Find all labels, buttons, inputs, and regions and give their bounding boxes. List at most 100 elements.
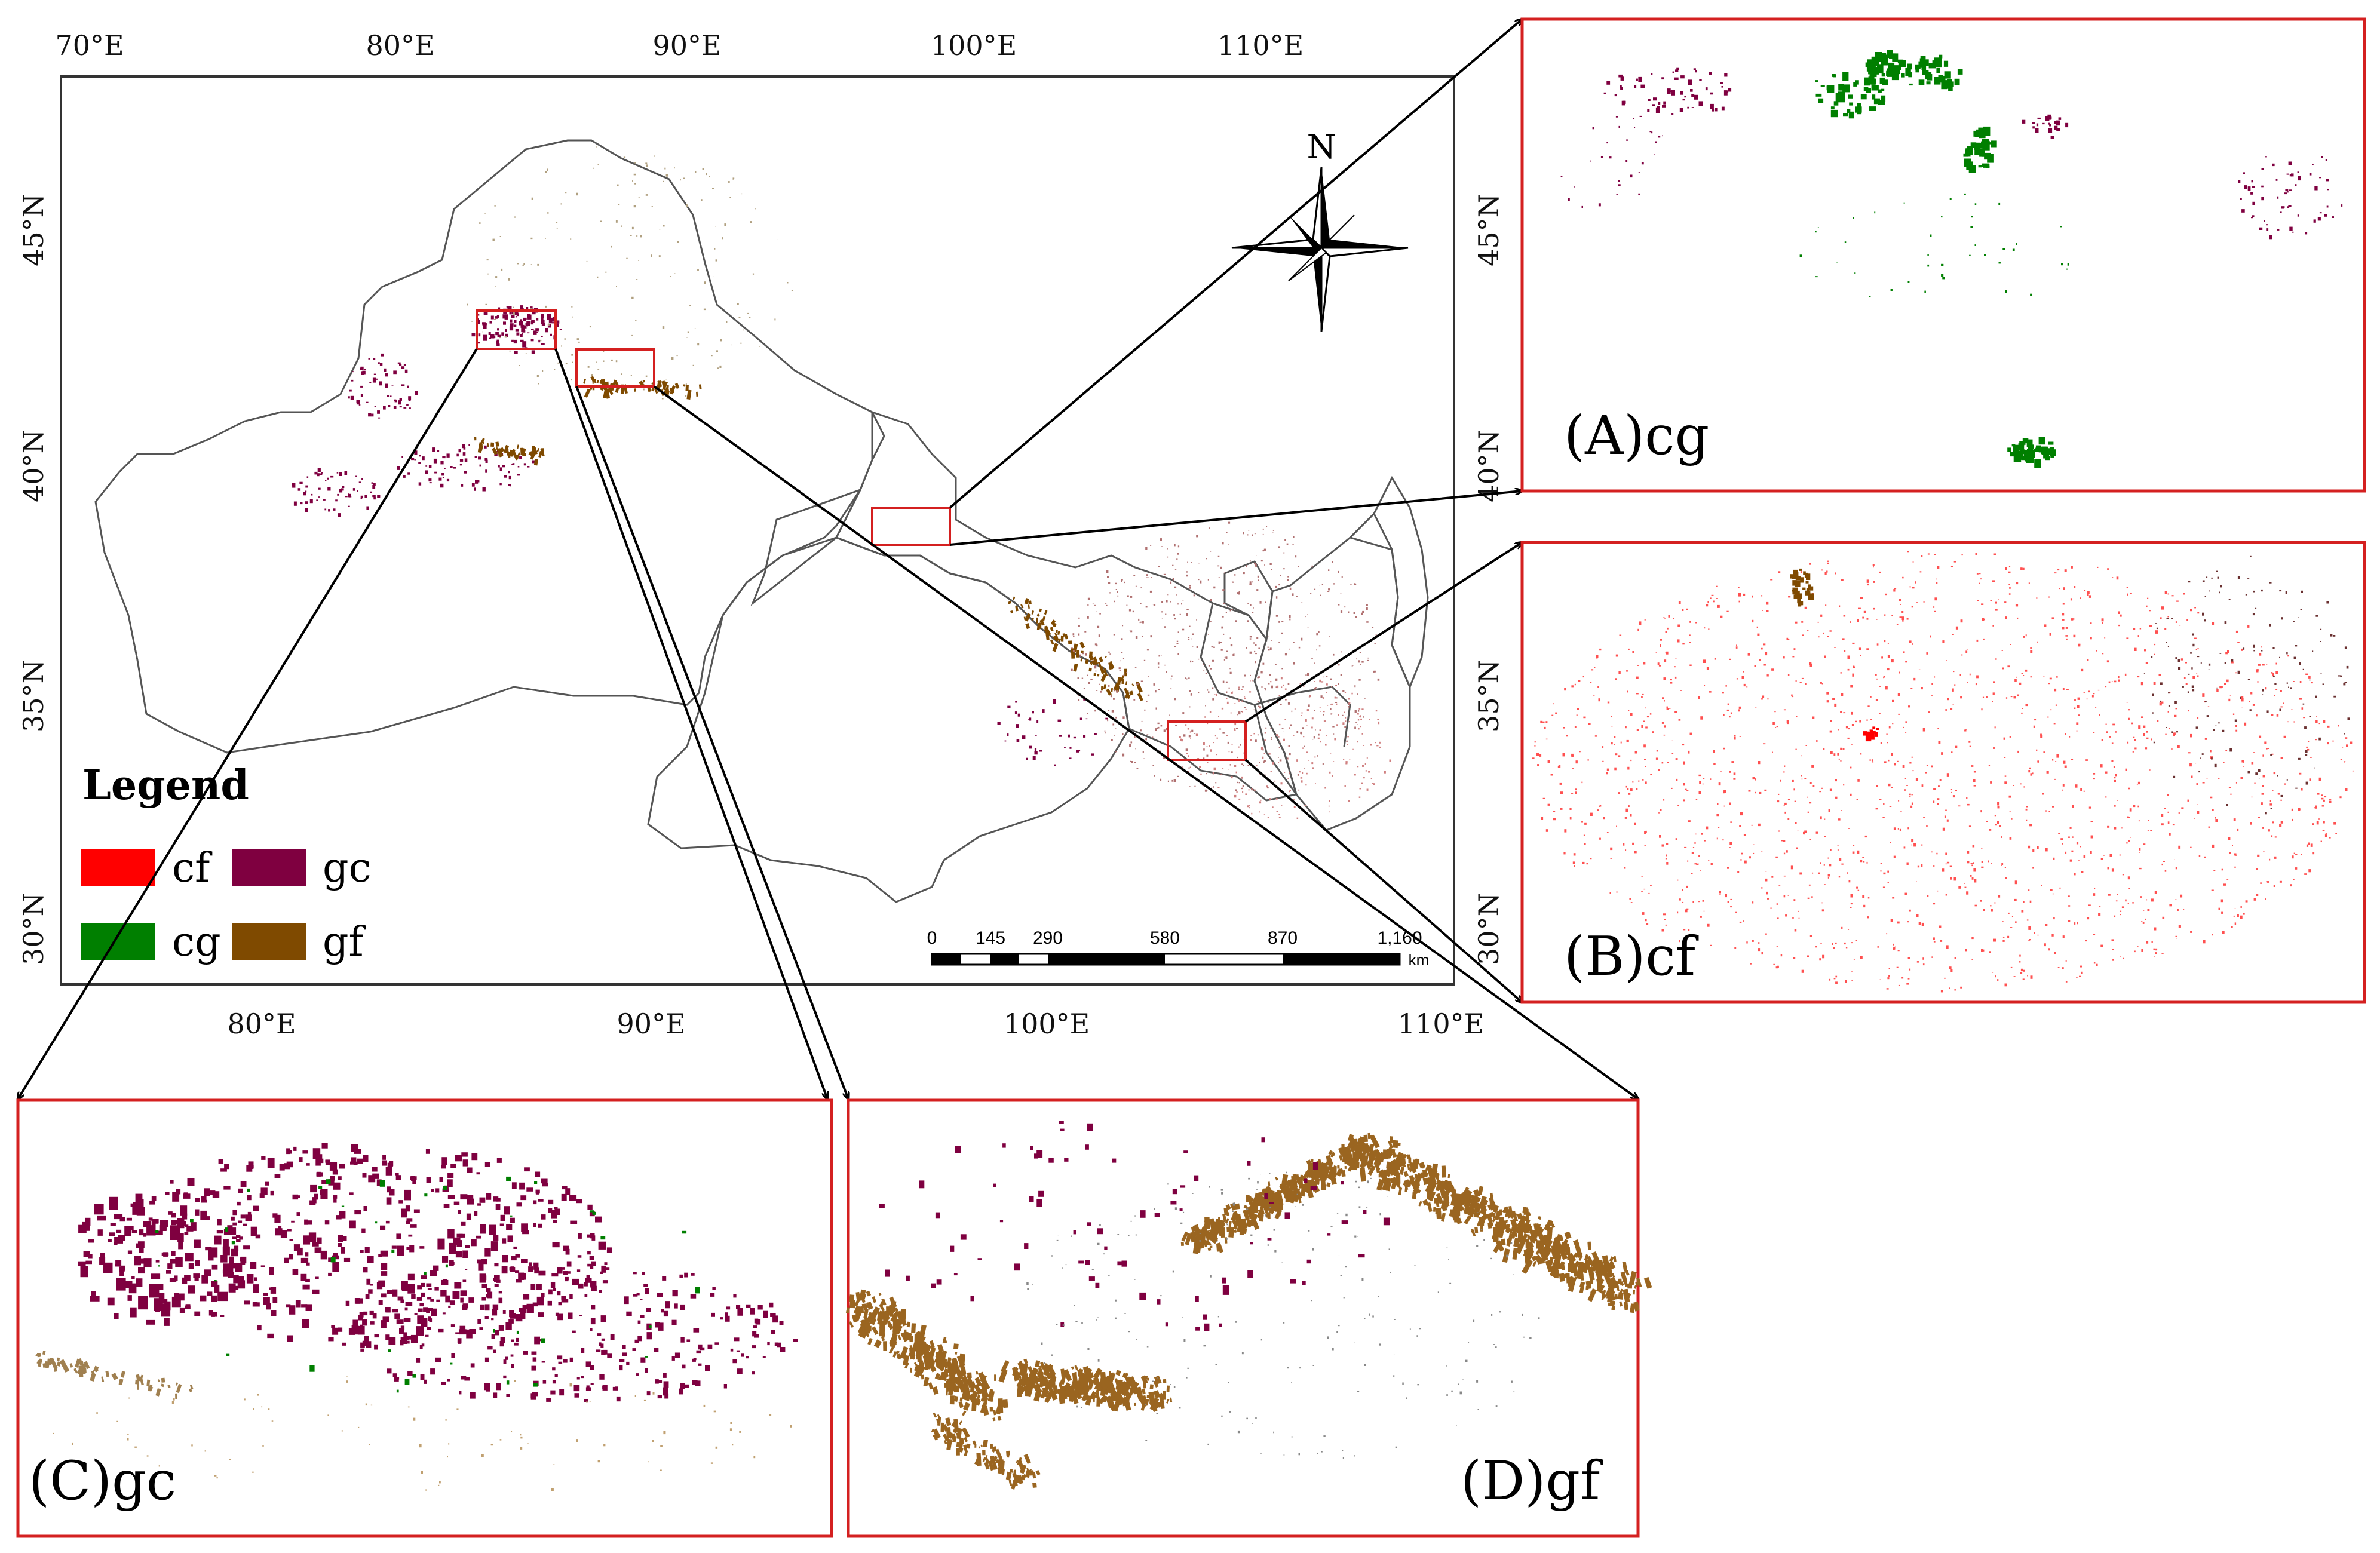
class-pixel xyxy=(247,1188,250,1192)
class-pixel xyxy=(2134,647,2137,651)
class-pixel xyxy=(1791,694,1793,697)
class-pixel xyxy=(1648,99,1651,101)
class-pixel xyxy=(484,1383,490,1391)
class-pixel xyxy=(1862,857,1864,858)
class-pixel xyxy=(1827,874,1830,877)
class-pixel xyxy=(2226,879,2229,880)
class-pixel xyxy=(1675,758,1678,760)
class-pixel xyxy=(220,1168,227,1172)
class-pixel xyxy=(1581,821,1583,823)
class-pixel xyxy=(1939,925,1942,928)
class-pixel xyxy=(1097,625,1100,628)
class-pixel xyxy=(289,1254,293,1260)
class-pixel xyxy=(188,1285,195,1294)
class-pixel xyxy=(1036,622,1041,630)
class-pixel xyxy=(2099,906,2101,907)
class-pixel xyxy=(586,1385,590,1388)
class-pixel xyxy=(1251,788,1253,791)
class-pixel xyxy=(2114,827,2117,830)
class-pixel xyxy=(1278,747,1280,748)
class-pixel xyxy=(1909,586,1911,588)
class-pixel xyxy=(380,1225,386,1230)
class-pixel xyxy=(1289,618,1291,621)
class-pixel xyxy=(260,1265,265,1267)
class-pixel xyxy=(2262,827,2264,829)
class-pixel xyxy=(2245,900,2248,903)
class-pixel xyxy=(1362,765,1364,767)
class-pixel xyxy=(1949,198,1952,200)
class-pixel xyxy=(1644,759,1646,760)
class-pixel xyxy=(382,1155,386,1160)
class-pixel xyxy=(2126,587,2128,588)
class-pixel xyxy=(1907,978,1910,980)
class-pixel xyxy=(459,1325,466,1333)
class-pixel xyxy=(1808,586,1814,591)
class-pixel xyxy=(1248,789,1250,791)
class-pixel xyxy=(1259,762,1260,763)
class-pixel xyxy=(1053,636,1056,639)
class-pixel xyxy=(2114,915,2116,917)
class-pixel xyxy=(2243,766,2244,767)
class-pixel xyxy=(1587,759,1589,761)
class-pixel xyxy=(2054,688,2057,692)
class-pixel xyxy=(506,1394,510,1397)
class-pixel xyxy=(1897,828,1899,830)
class-pixel xyxy=(1986,696,1988,698)
class-pixel xyxy=(339,1211,346,1219)
class-pixel xyxy=(1646,716,1649,718)
class-pixel xyxy=(381,1263,388,1270)
class-pixel xyxy=(2081,971,2083,974)
class-pixel xyxy=(1844,650,1846,652)
class-pixel xyxy=(2127,816,2129,818)
class-pixel xyxy=(1862,895,1865,898)
class-pixel xyxy=(1278,642,1280,643)
class-pixel xyxy=(155,1260,160,1263)
class-pixel xyxy=(1108,674,1109,676)
class-pixel xyxy=(509,350,511,352)
class-pixel xyxy=(700,1347,705,1351)
class-pixel xyxy=(444,468,446,469)
class-pixel xyxy=(317,473,320,477)
class-pixel xyxy=(1287,576,1289,578)
class-pixel xyxy=(1234,574,1236,576)
class-pixel xyxy=(1939,54,1943,59)
class-pixel xyxy=(352,1319,358,1328)
class-pixel xyxy=(1644,845,1646,846)
class-pixel xyxy=(1189,706,1191,708)
class-pixel xyxy=(2016,676,2017,678)
class-pixel xyxy=(1966,649,1968,650)
class-pixel xyxy=(2295,787,2298,789)
class-pixel xyxy=(589,1211,595,1217)
class-pixel xyxy=(662,381,668,391)
class-pixel xyxy=(692,1380,698,1385)
class-pixel xyxy=(471,1239,477,1247)
class-pixel xyxy=(746,1304,751,1308)
class-pixel xyxy=(217,1219,222,1226)
class-pixel xyxy=(516,1279,522,1283)
class-pixel xyxy=(2229,748,2232,752)
class-pixel xyxy=(462,1159,468,1167)
class-pixel xyxy=(1389,759,1391,762)
class-pixel xyxy=(502,1238,507,1244)
class-pixel xyxy=(1242,711,1243,713)
class-pixel xyxy=(509,326,514,331)
class-pixel xyxy=(2215,817,2216,819)
class-pixel xyxy=(547,212,549,214)
class-pixel xyxy=(419,455,421,457)
class-pixel xyxy=(1964,729,1967,732)
class-pixel xyxy=(2065,733,2066,735)
class-pixel xyxy=(2081,668,2084,672)
class-pixel xyxy=(1798,910,1799,912)
class-pixel xyxy=(414,450,418,455)
class-pixel xyxy=(108,1239,112,1242)
class-pixel xyxy=(521,1259,528,1263)
class-pixel xyxy=(2280,706,2283,708)
class-pixel xyxy=(364,1336,369,1343)
class-pixel xyxy=(2017,617,2019,619)
class-pixel xyxy=(1336,690,1338,692)
class-pixel xyxy=(2109,736,2111,738)
class-pixel xyxy=(2014,880,2017,885)
class-pixel xyxy=(421,1318,428,1327)
class-pixel xyxy=(1941,263,1944,266)
class-pixel xyxy=(571,306,573,308)
